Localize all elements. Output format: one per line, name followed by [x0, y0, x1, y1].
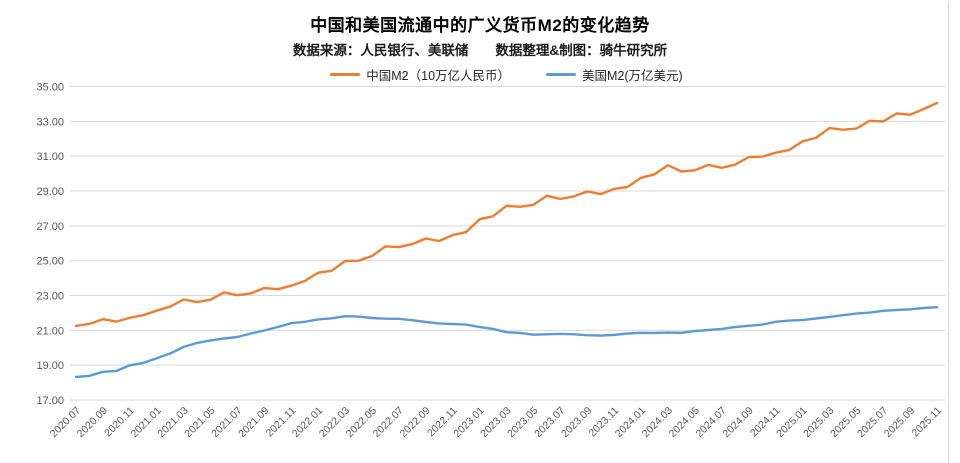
series-line-us-m2 — [74, 306, 939, 379]
x-tick-label: 2025.11 — [909, 405, 944, 440]
china-m2-line-swatch — [330, 72, 361, 76]
legend-item-us-m2: 美国M2(万亿美元) — [546, 65, 683, 84]
x-axis-labels: 2020.072020.092020.112021.012021.032021.… — [48, 405, 944, 440]
y-tick-label: 23.00 — [36, 291, 64, 303]
chart-subtitle: 数据来源：人民银行、美联储 数据整理&制图：骑牛研究所 — [292, 43, 668, 58]
y-tick-label: 27.00 — [36, 221, 64, 233]
y-tick-label: 33.00 — [36, 116, 64, 128]
y-tick-label: 29.00 — [36, 186, 64, 198]
y-tick-label: 31.00 — [36, 151, 64, 163]
legend-label-us-m2: 美国M2(万亿美元) — [582, 68, 683, 83]
legend-item-china-m2: 中国M2（10万亿人民币） — [330, 65, 510, 84]
y-tick-label: 19.00 — [36, 360, 64, 372]
y-tick-label: 17.00 — [36, 395, 64, 407]
gridlines — [70, 86, 945, 401]
chart-frame-right-border — [948, 2, 949, 463]
y-tick-label: 25.00 — [36, 256, 64, 268]
y-axis-labels: 17.00 19.00 21.00 23.00 25.00 27.00 29.00 31.00… — [36, 82, 64, 408]
y-tick-label: 35.00 — [36, 82, 64, 94]
chart-legend: 中国M2（10万亿人民币） 美国M2(万亿美元) — [76, 65, 937, 83]
us-m2-line-swatch — [546, 72, 577, 76]
series-line-china-m2 — [74, 101, 939, 327]
chart-title: 中国和美国流通中的广义货币M2的变化趋势 — [310, 16, 650, 35]
y-tick-label: 21.00 — [36, 325, 64, 337]
legend-label-china-m2: 中国M2（10万亿人民币） — [366, 68, 511, 83]
